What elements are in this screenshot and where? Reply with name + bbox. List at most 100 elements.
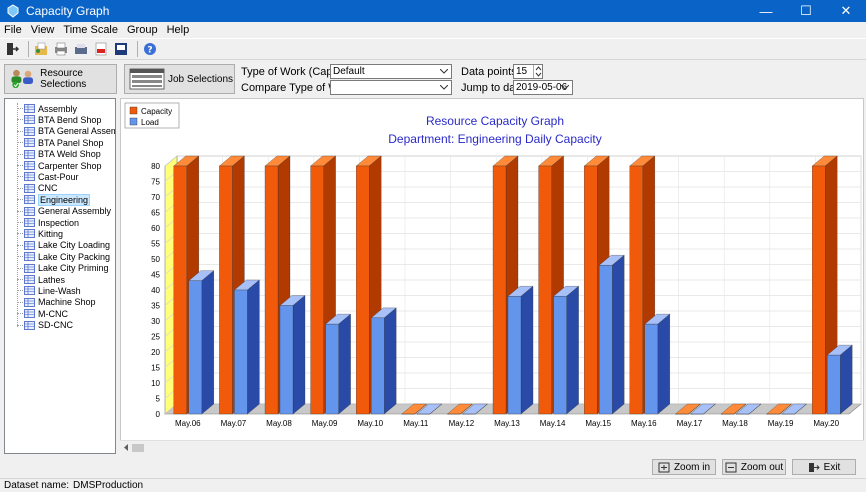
y-tick-label: 70 <box>151 193 160 202</box>
menu-help[interactable]: Help <box>166 24 190 36</box>
load-bar-side <box>703 403 716 415</box>
load-bar-side <box>840 344 853 415</box>
y-tick-label: 10 <box>151 379 160 388</box>
exit-button[interactable]: Exit <box>792 459 856 475</box>
tree-connector <box>17 279 23 280</box>
compare-type-label: Compare Type of Work: <box>241 82 357 94</box>
resource-tree-label: CNC <box>38 183 58 194</box>
department-icon <box>24 240 35 250</box>
title-bar: Capacity Graph — ☐ ✕ <box>0 0 866 22</box>
resource-tree-label: Machine Shop <box>38 297 96 308</box>
load-bar-side <box>520 285 534 415</box>
scroll-left-arrow[interactable] <box>122 443 130 452</box>
resource-tree-label: Inspection <box>38 217 80 228</box>
load-bar <box>279 305 294 415</box>
export-icon[interactable] <box>113 41 129 57</box>
load-bar <box>827 354 841 415</box>
capacity-bar-side <box>779 403 792 415</box>
exit-label: Exit <box>823 461 841 473</box>
data-points-value: 15 <box>516 66 528 77</box>
department-icon <box>24 195 35 205</box>
menu-time-scale[interactable]: Time Scale <box>63 24 118 36</box>
resource-tree-item[interactable]: General Assembly <box>5 206 111 217</box>
department-icon <box>24 218 35 227</box>
close-button[interactable]: ✕ <box>840 3 852 18</box>
scroll-thumb[interactable] <box>132 444 144 452</box>
chart-scrollbar[interactable] <box>120 440 864 454</box>
resource-tree-item[interactable]: Lake City Priming <box>5 263 109 274</box>
resource-tree-label: Cast-Pour <box>38 171 79 182</box>
toolbar-separator <box>137 41 138 57</box>
open-icon[interactable] <box>33 41 49 57</box>
job-selections-label: Job Selections <box>168 73 234 85</box>
load-bar-side <box>475 403 488 415</box>
zoom-in-button[interactable]: Zoom in <box>652 459 716 475</box>
printer-setup-icon[interactable] <box>73 41 89 57</box>
tree-connector <box>17 187 23 189</box>
minimize-button[interactable]: — <box>759 3 773 19</box>
resource-tree-item[interactable]: Inspection <box>5 217 79 228</box>
resource-tree-item[interactable]: SD-CNC <box>5 320 73 331</box>
resource-tree-item[interactable]: BTA General Assembly <box>5 126 115 137</box>
help-icon[interactable]: ? <box>142 41 158 57</box>
resource-tree-item[interactable]: M-CNC <box>5 308 68 319</box>
menu-group[interactable]: Group <box>127 24 158 36</box>
resource-tree-item[interactable]: Lathes <box>5 274 65 285</box>
exit-icon[interactable] <box>4 41 20 57</box>
spin-arrows-icon[interactable] <box>533 65 542 78</box>
jump-to-date-select[interactable]: 2019-05-06 <box>513 80 573 95</box>
load-bar <box>507 296 522 415</box>
resource-tree-label: Carpenter Shop <box>38 160 102 171</box>
menu-file[interactable]: File <box>4 24 22 36</box>
zoom-out-label: Zoom out <box>740 461 784 473</box>
resource-tree-item[interactable]: CNC <box>5 183 58 194</box>
compare-type-select[interactable] <box>330 80 452 95</box>
tree-connector <box>17 324 23 326</box>
tree-connector <box>17 176 23 178</box>
load-bar-side <box>292 295 306 415</box>
resource-tree-item[interactable]: Machine Shop <box>5 297 96 308</box>
type-of-work-value: Default <box>333 66 365 77</box>
zoom-in-label: Zoom in <box>673 461 711 473</box>
type-of-work-select[interactable]: Default <box>330 64 452 79</box>
tree-connector <box>17 119 23 121</box>
x-tick-label: May.15 <box>585 419 611 428</box>
menu-bar: File View Time Scale Group Help <box>0 22 866 38</box>
y-tick-label: 40 <box>151 286 160 295</box>
resource-selections-button[interactable]: Resource Selections <box>4 64 117 94</box>
resource-tree-item[interactable]: Assembly <box>5 103 77 114</box>
x-tick-label: May.06 <box>175 419 201 428</box>
resource-tree-item[interactable]: BTA Bend Shop <box>5 114 101 125</box>
maximize-button[interactable]: ☐ <box>800 3 812 18</box>
legend-label: Capacity <box>141 107 172 116</box>
job-selections-button[interactable]: Job Selections <box>124 64 235 94</box>
resource-tree-item[interactable]: Kitting <box>5 228 63 239</box>
y-tick-label: 75 <box>151 178 160 187</box>
data-points-label: Data points: <box>461 66 520 78</box>
menu-view[interactable]: View <box>30 24 55 36</box>
resource-tree-label: Assembly <box>38 103 78 114</box>
department-icon <box>24 320 35 330</box>
y-tick-label: 5 <box>156 395 161 404</box>
zoom-out-button[interactable]: Zoom out <box>722 459 786 475</box>
tree-connector <box>17 210 23 212</box>
resource-tree-item[interactable]: Lake City Loading <box>5 240 110 251</box>
data-points-stepper[interactable]: 15 <box>513 64 543 79</box>
resource-tree-item[interactable]: BTA Panel Shop <box>5 137 103 148</box>
resource-tree-item[interactable]: Lake City Packing <box>5 251 110 262</box>
resource-tree-item[interactable]: Engineering <box>5 193 91 206</box>
load-bar-side <box>612 254 625 415</box>
capacity-bar <box>629 165 643 415</box>
tree-connector <box>17 290 23 292</box>
pdf-icon[interactable] <box>93 41 109 57</box>
legend-swatch <box>129 106 138 115</box>
resource-tree-item[interactable]: Cast-Pour <box>5 171 79 182</box>
resource-tree-item[interactable]: BTA Weld Shop <box>5 149 101 160</box>
resource-tree-item[interactable]: Line-Wash <box>5 285 81 296</box>
resource-tree-item[interactable]: Carpenter Shop <box>5 160 102 171</box>
load-bar <box>599 265 613 415</box>
load-bar-side <box>657 313 670 415</box>
resource-tree-label: Kitting <box>38 228 64 239</box>
print-icon[interactable] <box>53 41 69 57</box>
